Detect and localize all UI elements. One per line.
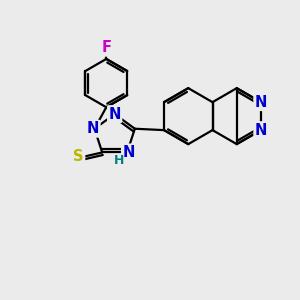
Text: F: F <box>101 40 111 55</box>
Text: N: N <box>255 123 267 138</box>
Text: N: N <box>122 145 135 160</box>
Text: N: N <box>255 95 267 110</box>
Text: N: N <box>109 106 121 122</box>
Text: N: N <box>87 121 99 136</box>
Text: S: S <box>74 149 84 164</box>
Text: H: H <box>114 154 124 167</box>
